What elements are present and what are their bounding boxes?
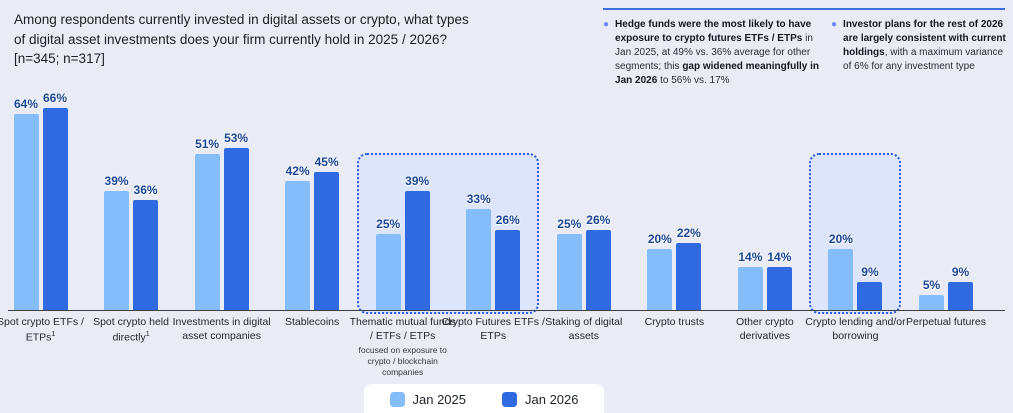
bar-jan-2025 <box>647 248 673 310</box>
bar-jan-2026 <box>495 230 521 310</box>
value-label: 9% <box>861 265 879 280</box>
legend-label-jan-2026: Jan 2026 <box>525 391 579 407</box>
bar-jan-2026 <box>676 242 702 310</box>
value-label: 36% <box>133 182 158 197</box>
category-label: Crypto Futures ETFs / ETPs <box>441 316 545 342</box>
callout-note-text: Investor plans for the rest of 2026 are … <box>843 18 1009 74</box>
bar-jan-2025 <box>556 233 582 310</box>
highlight-box <box>809 153 902 314</box>
legend-item-jan-2026: Jan 2026 <box>502 391 579 407</box>
note-segment-bold: Investor plans for the rest of 2026 are … <box>843 19 1006 58</box>
category-label: Perpetual futures <box>906 316 986 328</box>
footnote-superscript: 1 <box>51 330 56 338</box>
legend-item-jan-2025: Jan 2025 <box>389 391 467 407</box>
callout-divider-line <box>603 8 1005 10</box>
category-label: Crypto trusts <box>644 316 705 328</box>
category-label: Spot crypto held directly1 <box>93 316 169 344</box>
chart-legend: Jan 2025 Jan 2026 <box>364 384 604 413</box>
bar-jan-2026 <box>314 172 340 310</box>
value-label: 39% <box>104 173 129 188</box>
bar-jan-2026 <box>948 282 973 310</box>
bar-jan-2025 <box>285 181 311 310</box>
value-label: 14% <box>738 250 763 265</box>
note-segment-bold: Hedge funds were the most likely to have… <box>615 19 812 44</box>
bar-jan-2026 <box>857 282 883 310</box>
value-label: 51% <box>195 136 220 151</box>
legend-swatch-jan-2026 <box>502 391 517 407</box>
value-label: 14% <box>767 250 792 265</box>
value-label: 39% <box>405 173 430 188</box>
note-segment-bold: gap widened meaningfully in Jan 2026 <box>615 61 819 86</box>
value-label: 66% <box>42 91 68 106</box>
category-label: Stablecoins <box>284 316 340 328</box>
legend-swatch-jan-2025 <box>389 391 405 407</box>
legend-label-jan-2025: Jan 2025 <box>412 391 467 407</box>
value-label: 20% <box>828 231 853 246</box>
bar-jan-2025 <box>466 209 492 310</box>
bullet-icon: ● <box>603 19 610 30</box>
callout-note-text: Hedge funds were the most likely to have… <box>615 18 819 88</box>
note-segment: to 56% vs. 17% <box>657 75 730 86</box>
callout-note-hedge-funds: ● Hedge funds were the most likely to ha… <box>603 18 819 88</box>
value-label: 5% <box>922 277 941 292</box>
value-label: 33% <box>466 192 491 207</box>
bar-jan-2026 <box>133 199 159 310</box>
value-label: 22% <box>676 225 701 240</box>
value-label: 26% <box>495 213 520 228</box>
category-label: Other crypto derivatives <box>736 316 794 342</box>
bar-jan-2026 <box>766 267 792 310</box>
x-axis-line <box>8 310 1005 311</box>
chart-title: Among respondents currently invested in … <box>14 10 574 69</box>
bar-jan-2025 <box>828 248 854 310</box>
chart-title-line-3: [n=345; n=317] <box>14 51 105 67</box>
category-label: Thematic mutual funds / ETFs / ETPs focus… <box>349 316 456 377</box>
value-label: 9% <box>951 265 970 280</box>
category-sublabel: focused on exposure to crypto / blockcha… <box>358 345 447 377</box>
value-label: 25% <box>376 216 401 231</box>
category-label: Spot crypto ETFs / ETPs1 <box>0 316 84 344</box>
category-label: Investments in digital asset companies <box>172 316 271 342</box>
value-label: 53% <box>224 130 249 145</box>
bar-jan-2025 <box>375 233 401 310</box>
value-label: 64% <box>13 97 39 112</box>
bar-jan-2026 <box>404 190 430 310</box>
bar-jan-2025 <box>919 294 944 310</box>
bar-jan-2026 <box>585 230 611 310</box>
category-label: Crypto lending and/or borrowing <box>805 316 906 342</box>
value-label: 42% <box>285 164 310 179</box>
bar-jan-2026 <box>223 147 249 310</box>
bar-jan-2025 <box>13 114 39 310</box>
value-label: 26% <box>586 213 611 228</box>
callout-note-investor-plans: ● Investor plans for the rest of 2026 ar… <box>831 18 1009 74</box>
value-label: 20% <box>647 231 672 246</box>
note-segment: in Jan 2025, at 49% vs. 36% average for … <box>615 33 813 72</box>
footnote-superscript: 1 <box>145 330 150 338</box>
chart-title-line-2: of digital asset investments does your f… <box>14 31 447 47</box>
value-label: 45% <box>314 155 339 170</box>
bullet-icon: ● <box>831 19 838 30</box>
bar-jan-2025 <box>194 153 220 310</box>
bar-jan-2025 <box>737 267 763 310</box>
bar-jan-2026 <box>42 108 68 310</box>
value-label: 25% <box>557 216 582 231</box>
bar-jan-2025 <box>104 190 130 310</box>
category-label: Staking of digital assets <box>545 316 623 342</box>
chart-title-line-1: Among respondents currently invested in … <box>14 12 469 27</box>
note-segment: , with a maximum variance of 6% for any … <box>843 47 1004 72</box>
